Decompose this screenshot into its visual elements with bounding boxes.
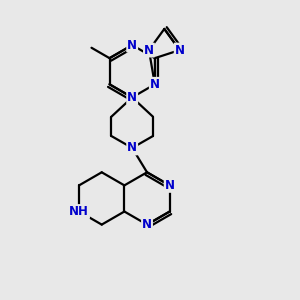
Text: N: N [127,39,137,52]
Text: N: N [150,78,160,91]
Text: N: N [165,179,175,192]
Text: N: N [127,91,137,104]
Text: N: N [127,141,137,154]
Text: N: N [144,44,154,57]
Text: N: N [142,218,152,231]
Text: NH: NH [69,205,89,218]
Text: N: N [175,44,185,57]
